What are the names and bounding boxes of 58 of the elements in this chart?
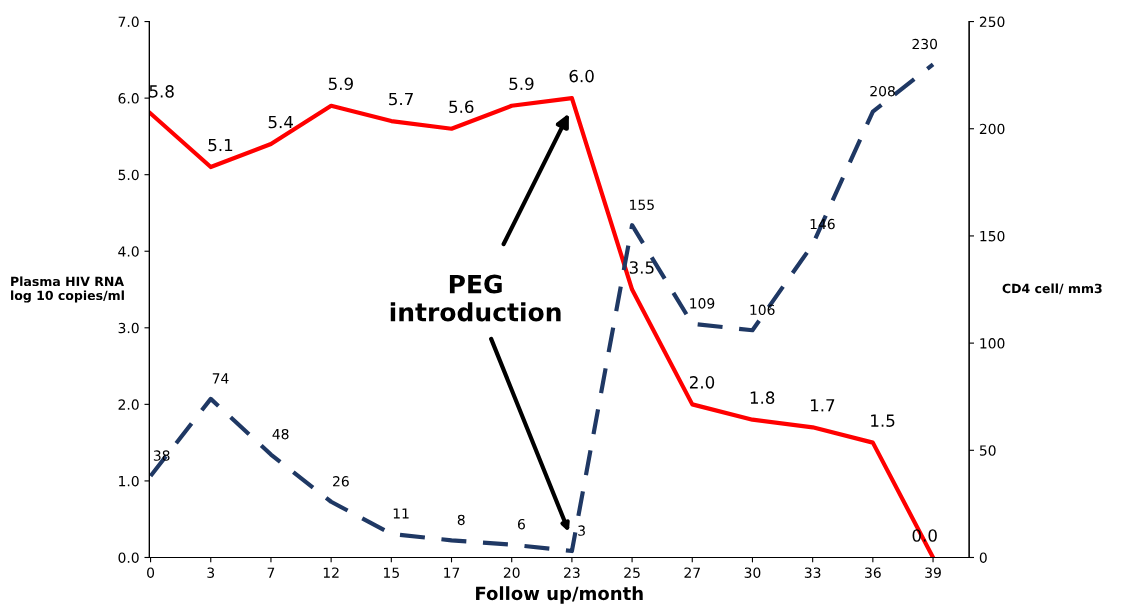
x-tick-label: 15 (384, 567, 399, 578)
data-label: 106 (750, 304, 775, 316)
x-tick-label: 0 (147, 567, 155, 578)
y-tick-label: 4.0 (118, 246, 139, 257)
y2-tick-label: 50 (979, 445, 996, 456)
x-tick-label: 36 (865, 567, 881, 578)
annotation: PEG introduction (390, 274, 561, 322)
y2-axis-title: CD4 cell/ mm3 (1002, 283, 1102, 295)
data-label: 1.7 (810, 399, 835, 412)
x-tick-label: 33 (804, 567, 821, 578)
data-label: 6.0 (569, 69, 594, 83)
x-axis-title: Follow up/month (476, 586, 643, 604)
x-tick-label: 30 (744, 567, 761, 578)
data-label: 5.8 (149, 85, 174, 98)
data-label: 155 (630, 199, 654, 211)
data-label: 3 (578, 525, 585, 536)
data-label: 3.5 (629, 261, 654, 274)
data-label: 11 (393, 508, 409, 519)
x-tick-label: 20 (503, 567, 520, 578)
data-label: 26 (333, 476, 349, 487)
x-tick-label: 23 (564, 567, 580, 578)
y-tick-label: 2.0 (118, 399, 139, 410)
data-label: 5.1 (208, 138, 233, 152)
y-tick-label: 5.0 (118, 169, 139, 181)
y-tick-label: 3.0 (118, 322, 139, 334)
data-label: 5.9 (509, 77, 534, 91)
data-label: 38 (153, 450, 170, 461)
y-tick-label: 1.0 (119, 475, 139, 487)
data-label: 2.0 (689, 376, 715, 389)
data-label: 6 (517, 518, 525, 530)
y2-tick-label: 100 (980, 338, 1005, 349)
y-tick-label: 7.0 (118, 16, 139, 28)
y-axis-title: Plasma HIV RNA log 10 copies/ml (11, 276, 124, 303)
y-tick-label: 0.0 (118, 552, 139, 563)
x-tick-label: 3 (207, 567, 215, 578)
y2-tick-label: 200 (979, 123, 1005, 135)
data-label: 230 (912, 38, 938, 50)
data-label: 208 (870, 85, 895, 97)
y2-tick-label: 0 (979, 552, 987, 563)
x-tick-label: 7 (267, 567, 275, 578)
data-label: 109 (690, 298, 715, 309)
data-label: 1.8 (750, 391, 775, 404)
data-label: 74 (212, 373, 229, 384)
x-tick-label: 27 (684, 567, 700, 578)
data-label: 48 (272, 428, 289, 440)
data-label: 5.4 (268, 115, 293, 129)
data-label: 5.6 (449, 100, 474, 114)
x-tick-label: 39 (925, 567, 941, 578)
y2-tick-label: 250 (979, 16, 1005, 28)
x-tick-label: 25 (624, 567, 640, 578)
data-label: 1.5 (871, 414, 895, 427)
y-tick-label: 6.0 (118, 93, 139, 104)
data-label: 5.9 (328, 77, 353, 91)
x-tick-label: 12 (323, 567, 339, 578)
data-label: 5.7 (389, 92, 413, 106)
x-tick-label: 17 (444, 567, 460, 578)
data-label: 8 (457, 514, 465, 526)
y2-tick-label: 150 (980, 230, 1005, 242)
